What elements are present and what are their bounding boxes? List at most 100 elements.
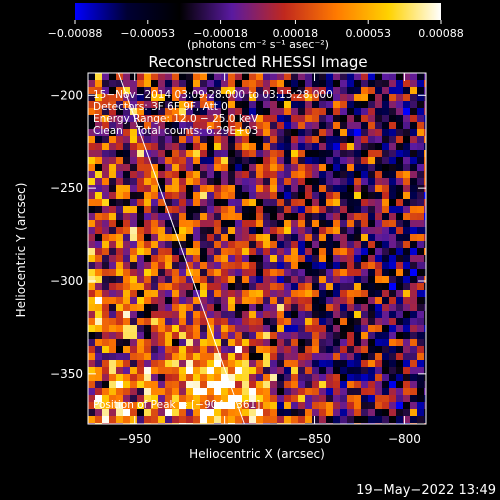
heatmap-cell [389, 213, 397, 221]
heatmap-cell [144, 234, 152, 242]
heatmap-cell [214, 367, 222, 375]
heatmap-cell [193, 171, 201, 179]
heatmap-cell [165, 185, 173, 193]
heatmap-cell [340, 164, 348, 172]
heatmap-cell [347, 325, 355, 333]
heatmap-cell [256, 150, 264, 158]
heatmap-cell [151, 388, 159, 396]
heatmap-cell [312, 136, 320, 144]
heatmap-cell [284, 234, 292, 242]
heatmap-cell [102, 353, 110, 361]
heatmap-cell [389, 374, 397, 382]
heatmap-cell [193, 115, 201, 123]
heatmap-cell [130, 290, 138, 298]
heatmap-cell [403, 409, 411, 417]
heatmap-cell [102, 409, 110, 417]
heatmap-cell [144, 409, 152, 417]
heatmap-cell [214, 234, 222, 242]
heatmap-cell [144, 206, 152, 214]
annotation-counts: Clean Total counts: 6.29E+03 [93, 125, 258, 137]
heatmap-cell [284, 164, 292, 172]
heatmap-cell [256, 213, 264, 221]
heatmap-cell [109, 150, 117, 158]
heatmap-cell [179, 388, 187, 396]
heatmap-cell [256, 80, 264, 88]
heatmap-cell [109, 80, 117, 88]
heatmap-cell [333, 199, 341, 207]
heatmap-cell [368, 94, 376, 102]
heatmap-cell [354, 171, 362, 179]
heatmap-cell [172, 150, 180, 158]
heatmap-cell [340, 311, 348, 319]
heatmap-cell [88, 416, 96, 424]
heatmap-cell [207, 297, 215, 305]
heatmap-cell [137, 290, 145, 298]
heatmap-cell [263, 255, 271, 263]
heatmap-cell [151, 206, 159, 214]
heatmap-cell [130, 332, 138, 340]
heatmap-cell [200, 325, 208, 333]
heatmap-cell [172, 381, 180, 389]
heatmap-cell [102, 318, 110, 326]
heatmap-cell [340, 388, 348, 396]
heatmap-cell [123, 409, 131, 417]
heatmap-cell [242, 241, 250, 249]
heatmap-cell [263, 206, 271, 214]
heatmap-cell [347, 248, 355, 256]
heatmap-cell [333, 381, 341, 389]
heatmap-cell [417, 290, 425, 298]
heatmap-cell [200, 255, 208, 263]
heatmap-cell [165, 290, 173, 298]
colorbar-unit: (photons cm⁻² s⁻¹ asec⁻²) [187, 38, 329, 51]
heatmap-cell [137, 367, 145, 375]
heatmap-cell [319, 171, 327, 179]
heatmap-cell [368, 73, 376, 81]
heatmap-cell [270, 248, 278, 256]
heatmap-cell [158, 115, 166, 123]
heatmap-cell [277, 325, 285, 333]
heatmap-cell [207, 150, 215, 158]
heatmap-cell [361, 178, 369, 186]
heatmap-cell [354, 101, 362, 109]
heatmap-cell [424, 136, 426, 144]
heatmap-cell [144, 353, 152, 361]
heatmap-cell [95, 73, 103, 81]
heatmap-cell [123, 276, 131, 284]
heatmap-cell [158, 199, 166, 207]
heatmap-cell [130, 171, 138, 179]
heatmap-cell [347, 388, 355, 396]
heatmap-cell [200, 234, 208, 242]
heatmap-cell [228, 353, 236, 361]
heatmap-cell [102, 157, 110, 165]
heatmap-cell [382, 164, 390, 172]
heatmap-cell [382, 234, 390, 242]
heatmap-cell [207, 213, 215, 221]
heatmap-cell [340, 402, 348, 410]
heatmap-cell [193, 276, 201, 284]
heatmap-cell [102, 241, 110, 249]
heatmap-cell [193, 304, 201, 312]
heatmap-cell [200, 409, 208, 417]
heatmap-cell [326, 143, 334, 151]
heatmap-cell [270, 409, 278, 417]
heatmap-cell [186, 87, 194, 95]
heatmap-cell [424, 262, 426, 270]
heatmap-cell [256, 94, 264, 102]
heatmap-cell [312, 374, 320, 382]
heatmap-cell [172, 115, 180, 123]
heatmap-cell [109, 157, 117, 165]
heatmap-cell [403, 164, 411, 172]
heatmap-cell [214, 171, 222, 179]
heatmap-cell [298, 255, 306, 263]
heatmap-cell [130, 115, 138, 123]
heatmap-cell [375, 73, 383, 81]
heatmap-cell [277, 339, 285, 347]
heatmap-cell [214, 206, 222, 214]
heatmap-cell [277, 416, 285, 424]
heatmap-cell [263, 297, 271, 305]
heatmap-cell [326, 157, 334, 165]
heatmap-cell [368, 220, 376, 228]
heatmap-cell [347, 101, 355, 109]
heatmap-cell [424, 416, 426, 424]
heatmap-cell [424, 367, 426, 375]
